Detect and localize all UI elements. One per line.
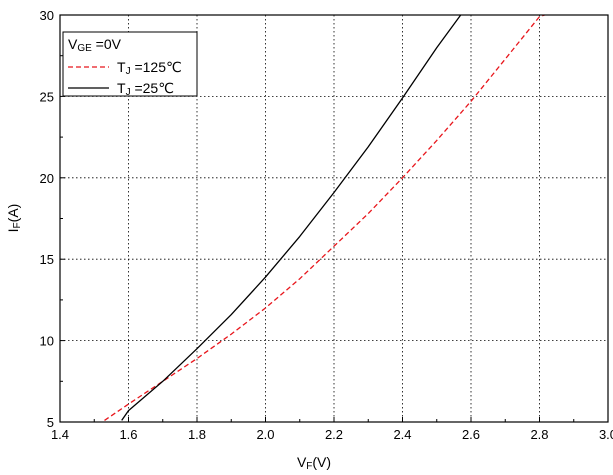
y-tick-label: 10 (40, 334, 54, 349)
y-tick-label: 25 (40, 89, 54, 104)
x-axis-label: VF(V) (297, 454, 331, 472)
x-tick-label: 2.2 (325, 427, 343, 442)
legend-title: VGE =0V (68, 36, 122, 54)
y-tick-label: 15 (40, 252, 54, 267)
y-tick-label: 30 (40, 8, 54, 23)
x-tick-label: 1.6 (119, 427, 137, 442)
x-tick-label: 3.0 (599, 427, 613, 442)
series-layer (104, 14, 545, 421)
x-tick-label: 2.4 (393, 427, 411, 442)
x-tick-label: 2.6 (462, 427, 480, 442)
x-tick-label: 2.0 (256, 427, 274, 442)
legend: VGE =0V TJ =125℃ TJ =25℃ (62, 31, 198, 98)
legend-box (62, 31, 198, 97)
legend-label-125: TJ =125℃ (117, 59, 182, 77)
x-tick-label: 1.8 (188, 427, 206, 442)
x-tick-label: 2.8 (530, 427, 548, 442)
grid (60, 15, 608, 422)
legend-label-25: TJ =25℃ (117, 80, 174, 98)
series-line-tj-125 (104, 14, 545, 421)
y-axis-label: IF(A) (5, 204, 23, 233)
x-tick-label: 1.4 (51, 427, 69, 442)
ticks: 1.4 1.6 1.8 2.0 2.2 2.4 2.6 2.8 3.0 5 10 15 20 25 30 (40, 8, 613, 442)
y-tick-label: 20 (40, 171, 54, 186)
y-tick-label: 5 (47, 415, 54, 430)
series-line-tj-25 (121, 14, 462, 421)
